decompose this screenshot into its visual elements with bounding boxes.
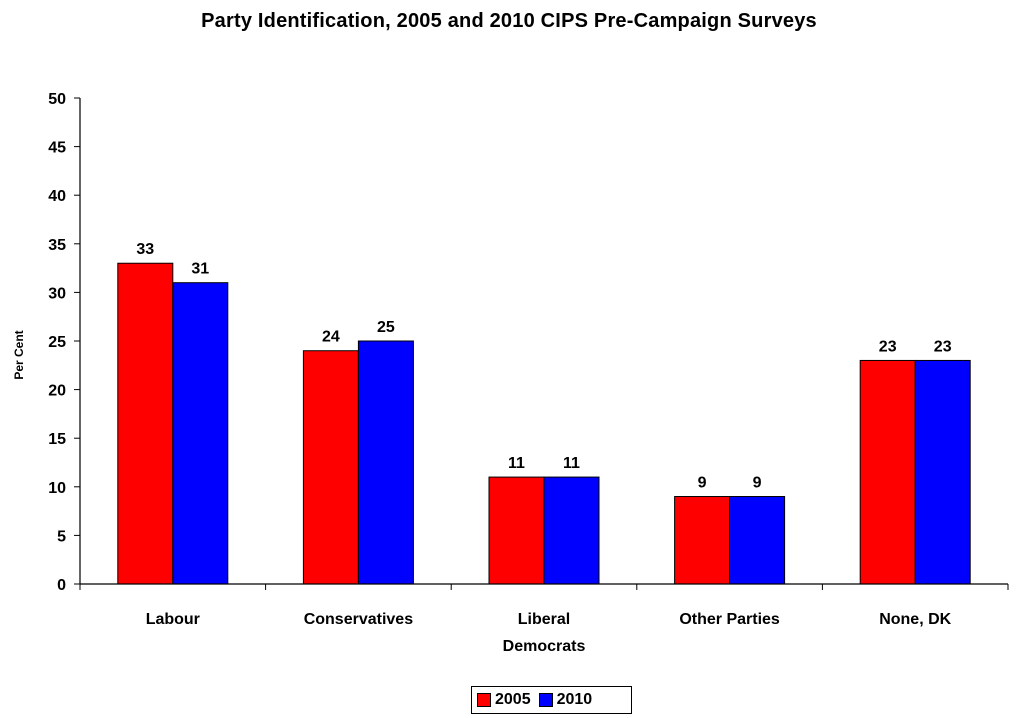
- data-label: 9: [698, 475, 707, 492]
- data-label: 31: [191, 261, 209, 278]
- data-label: 9: [753, 475, 762, 492]
- y-tick-label: 0: [57, 577, 66, 594]
- x-tick-label: Democrats: [503, 638, 586, 655]
- chart-legend: 2005 2010: [471, 686, 632, 714]
- x-tick-label: None, DK: [879, 611, 951, 628]
- y-tick-label: 35: [48, 237, 66, 254]
- y-tick-label: 30: [48, 285, 66, 302]
- bar-2005: [859, 359, 916, 585]
- bar-2010: [729, 496, 786, 585]
- x-tick-label: Labour: [146, 611, 200, 628]
- y-tick-label: 10: [48, 480, 66, 497]
- data-label: 23: [879, 338, 897, 355]
- legend-label-2005: 2005: [495, 691, 531, 708]
- legend-item-2005: 2005: [477, 691, 531, 709]
- bar-2005: [302, 350, 359, 585]
- bar-2005: [488, 476, 545, 585]
- legend-swatch-2010: [538, 693, 553, 707]
- y-axis-label: Per Cent: [12, 330, 26, 379]
- y-tick-label: 40: [48, 188, 66, 205]
- y-tick-label: 25: [48, 334, 66, 351]
- legend-label-2010: 2010: [556, 691, 593, 708]
- data-label: 11: [563, 455, 580, 472]
- data-label: 11: [508, 455, 525, 472]
- bar-2010: [543, 476, 600, 585]
- chart-title: Party Identification, 2005 and 2010 CIPS…: [201, 10, 817, 32]
- x-tick-label: Conservatives: [304, 611, 413, 628]
- data-label: 25: [377, 319, 395, 336]
- data-label: 24: [322, 329, 340, 346]
- x-tick-label: Other Parties: [679, 611, 780, 628]
- bar-2005: [674, 496, 731, 585]
- y-tick-label: 20: [48, 383, 66, 400]
- bar-2010: [914, 359, 971, 585]
- y-tick-label: 15: [48, 431, 66, 448]
- y-tick-label: 50: [48, 91, 66, 108]
- legend-swatch-2005: [477, 693, 491, 707]
- bar-2010: [357, 340, 414, 585]
- bar-2005: [117, 262, 174, 585]
- data-label: 33: [136, 241, 154, 258]
- legend-item-2010: 2010: [538, 691, 593, 709]
- data-label: 23: [934, 338, 952, 355]
- x-tick-label: Liberal: [518, 611, 570, 628]
- y-tick-label: 5: [57, 528, 66, 545]
- bar-2010: [172, 282, 229, 585]
- y-tick-label: 45: [48, 140, 66, 157]
